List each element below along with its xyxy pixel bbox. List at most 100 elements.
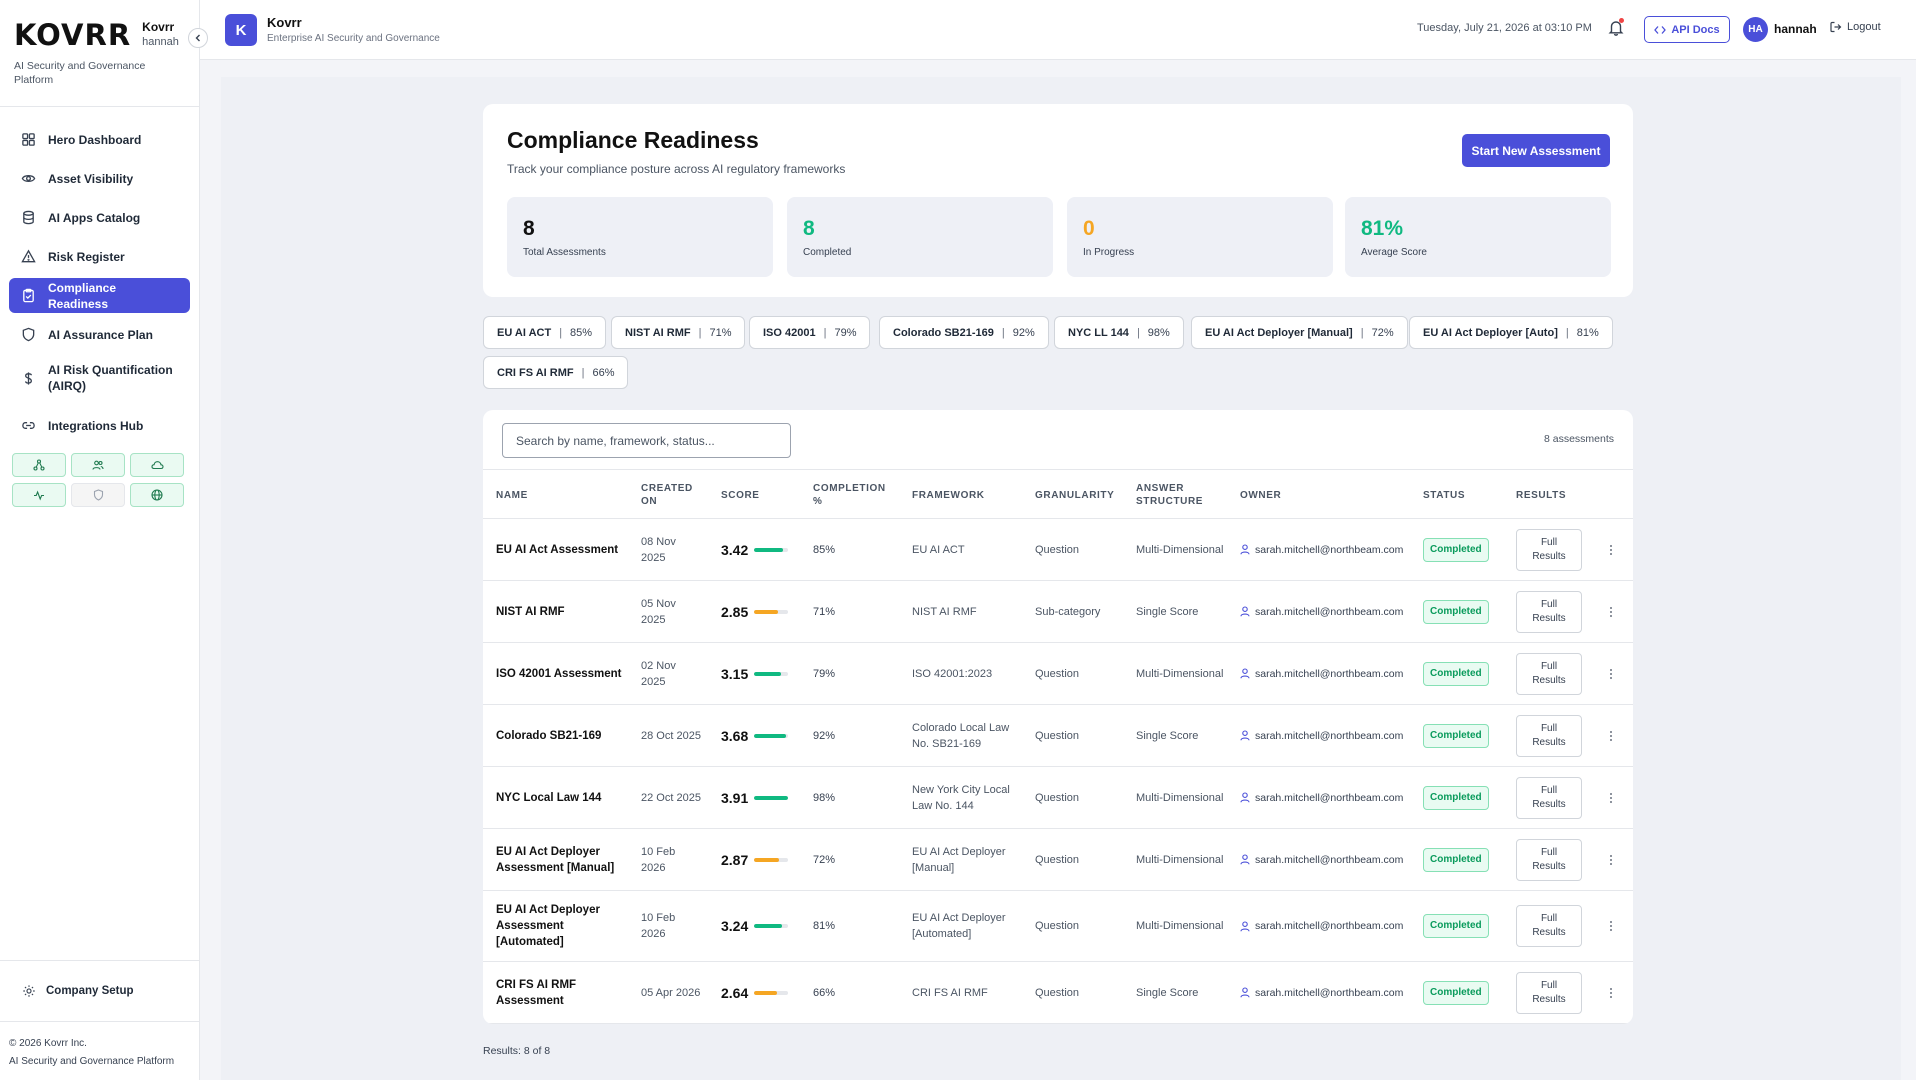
full-results-button[interactable]: Full Results	[1516, 971, 1582, 1014]
table-row[interactable]: EU AI Act Deployer Assessment [Manual] 10…	[483, 829, 1633, 891]
full-results-button[interactable]: Full Results	[1516, 838, 1582, 881]
table-row[interactable]: ISO 42001 Assessment 02 Nov 2025 3.15 79% IS…	[483, 643, 1633, 705]
quick-shield-button[interactable]	[71, 483, 125, 507]
quick-cloud-button[interactable]	[130, 453, 184, 477]
score-bar	[754, 733, 789, 738]
score-bar-fill	[754, 795, 788, 800]
company-setup-label: Company Setup	[46, 985, 134, 997]
full-results-button[interactable]: Full Results	[1516, 714, 1582, 757]
framework-chip[interactable]: NYC LL 144 | 98%	[1054, 316, 1184, 349]
company-setup-link[interactable]: Company Setup	[0, 960, 199, 1022]
score-bar-fill	[754, 733, 786, 738]
clipboard-check-icon	[23, 288, 34, 303]
api-docs-button[interactable]: API Docs	[1644, 16, 1730, 43]
chip-pct: 98%	[1147, 326, 1170, 339]
cloud-icon	[150, 461, 164, 470]
sidebar-item-ai-assurance-plan[interactable]: AI Assurance Plan	[9, 317, 190, 352]
framework-chip[interactable]: NIST AI RMF | 71%	[611, 316, 746, 349]
footer-platform: AI Security and Governance Platform	[9, 1056, 175, 1067]
created-on: 22 Oct 2025	[641, 791, 701, 804]
column-header-granularity[interactable]: GRANULARITY	[1035, 489, 1115, 501]
table-row[interactable]: CRI FS AI RMF Assessment 05 Apr 2026 2.64 6…	[483, 962, 1633, 1024]
column-header-score[interactable]: SCORE	[721, 489, 760, 501]
framework-chip[interactable]: ISO 42001 | 79%	[749, 316, 871, 349]
full-results-button[interactable]: Full Results	[1516, 776, 1582, 819]
score-value: 2.85	[721, 603, 749, 620]
row-actions-button[interactable]	[1605, 519, 1617, 580]
chip-separator: |	[581, 366, 585, 379]
table-row[interactable]: Colorado SB21-169 28 Oct 2025 3.68 92% Color…	[483, 705, 1633, 767]
notifications-button[interactable]	[1608, 19, 1624, 41]
assessment-name[interactable]: ISO 42001 Assessment	[496, 667, 622, 680]
full-results-button[interactable]: Full Results	[1516, 905, 1582, 947]
more-vertical-icon	[1610, 730, 1612, 741]
assessment-name[interactable]: EU AI Act Deployer Assessment [Manual]	[496, 845, 615, 874]
created-on: 05 Nov 2025	[641, 597, 676, 626]
stat-label: Average Score	[1361, 247, 1427, 258]
owner-email: sarah.mitchell@northbeam.com	[1255, 853, 1404, 866]
row-actions-button[interactable]	[1605, 962, 1617, 1023]
column-header-owner[interactable]: OWNER	[1240, 489, 1282, 501]
row-actions-button[interactable]	[1605, 767, 1617, 828]
assessment-name[interactable]: EU AI Act Assessment	[496, 543, 619, 556]
sidebar-item-compliance-readiness[interactable]: Compliance Readiness	[9, 278, 190, 313]
stat-total-assessments: 8 Total Assessments	[507, 197, 773, 277]
framework-chip[interactable]: EU AI Act Deployer [Manual] | 72%	[1191, 316, 1408, 349]
column-header-framework[interactable]: FRAMEWORK	[912, 489, 985, 501]
kovrr-logo[interactable]: KOVRR	[14, 18, 132, 52]
sidebar-item-ai-risk-quantification[interactable]: AI Risk Quantification (AIRQ)	[9, 356, 190, 400]
full-results-button[interactable]: Full Results	[1516, 590, 1582, 633]
quick-network-button[interactable]	[12, 453, 66, 477]
framework-chip[interactable]: Colorado SB21-169 | 92%	[879, 316, 1049, 349]
sidebar-item-risk-register[interactable]: Risk Register	[9, 239, 190, 274]
sidebar-item-ai-apps-catalog[interactable]: AI Apps Catalog	[9, 200, 190, 235]
row-actions-button[interactable]	[1605, 643, 1617, 704]
logout-button[interactable]: Logout	[1830, 21, 1881, 33]
column-header-status[interactable]: STATUS	[1423, 489, 1466, 501]
column-header-created[interactable]: CREATED ON	[641, 483, 693, 507]
row-actions-button[interactable]	[1605, 829, 1617, 890]
table-row[interactable]: NIST AI RMF 05 Nov 2025 2.85 71% NIST AI RMF…	[483, 581, 1633, 643]
avatar[interactable]: HA	[1743, 17, 1768, 42]
framework-chip[interactable]: EU AI ACT | 85%	[483, 316, 607, 349]
gear-icon	[23, 985, 35, 997]
assessment-name[interactable]: NIST AI RMF	[496, 605, 565, 618]
assessment-name[interactable]: NYC Local Law 144	[496, 791, 602, 804]
chip-name: NIST AI RMF	[625, 326, 691, 339]
row-actions-button[interactable]	[1605, 891, 1617, 961]
table-row[interactable]: EU AI Act Deployer Assessment [Automated…	[483, 891, 1633, 962]
score-bar-fill	[754, 924, 782, 928]
owner-cell: sarah.mitchell@northbeam.com	[1240, 581, 1420, 642]
assessment-name[interactable]: CRI FS AI RMF Assessment	[496, 978, 577, 1007]
full-results-button[interactable]: Full Results	[1516, 652, 1582, 695]
more-vertical-icon	[1610, 854, 1612, 865]
full-results-button[interactable]: Full Results	[1516, 528, 1582, 571]
assessment-name[interactable]: Colorado SB21-169	[496, 729, 602, 742]
score-cell: 3.91	[721, 767, 801, 828]
chip-separator: |	[698, 326, 702, 339]
start-new-assessment-button[interactable]: Start New Assessment	[1462, 134, 1610, 167]
sidebar-item-integrations-hub[interactable]: Integrations Hub	[9, 408, 190, 443]
sidebar-collapse-button[interactable]	[188, 28, 208, 48]
sidebar-item-hero-dashboard[interactable]: Hero Dashboard	[9, 122, 190, 157]
sidebar-item-asset-visibility[interactable]: Asset Visibility	[9, 161, 190, 196]
column-header-results[interactable]: RESULTS	[1516, 489, 1567, 501]
framework-chip[interactable]: EU AI Act Deployer [Auto] | 81%	[1409, 316, 1613, 349]
column-header-completion[interactable]: COMPLETION %	[813, 483, 886, 507]
quick-globe-button[interactable]	[130, 483, 184, 507]
row-actions-button[interactable]	[1605, 581, 1617, 642]
search-input[interactable]	[502, 423, 791, 458]
owner-email: sarah.mitchell@northbeam.com	[1255, 543, 1404, 556]
row-actions-button[interactable]	[1605, 705, 1617, 766]
column-header-answer-structure[interactable]: ANSWER STRUCTURE	[1136, 483, 1204, 507]
quick-activity-button[interactable]	[12, 483, 66, 507]
quick-users-button[interactable]	[71, 453, 125, 477]
column-header-name[interactable]: NAME	[496, 489, 528, 501]
table-row[interactable]: EU AI Act Assessment 08 Nov 2025 3.42 85% EU…	[483, 519, 1633, 581]
completion-percent: 98%	[813, 791, 836, 804]
table-row[interactable]: NYC Local Law 144 22 Oct 2025 3.91 98% New Y…	[483, 767, 1633, 829]
chip-separator: |	[1001, 326, 1005, 339]
assessment-name[interactable]: EU AI Act Deployer Assessment [Automated…	[496, 904, 600, 948]
framework-chip[interactable]: CRI FS AI RMF | 66%	[483, 356, 629, 389]
completion-percent: 66%	[813, 986, 836, 999]
